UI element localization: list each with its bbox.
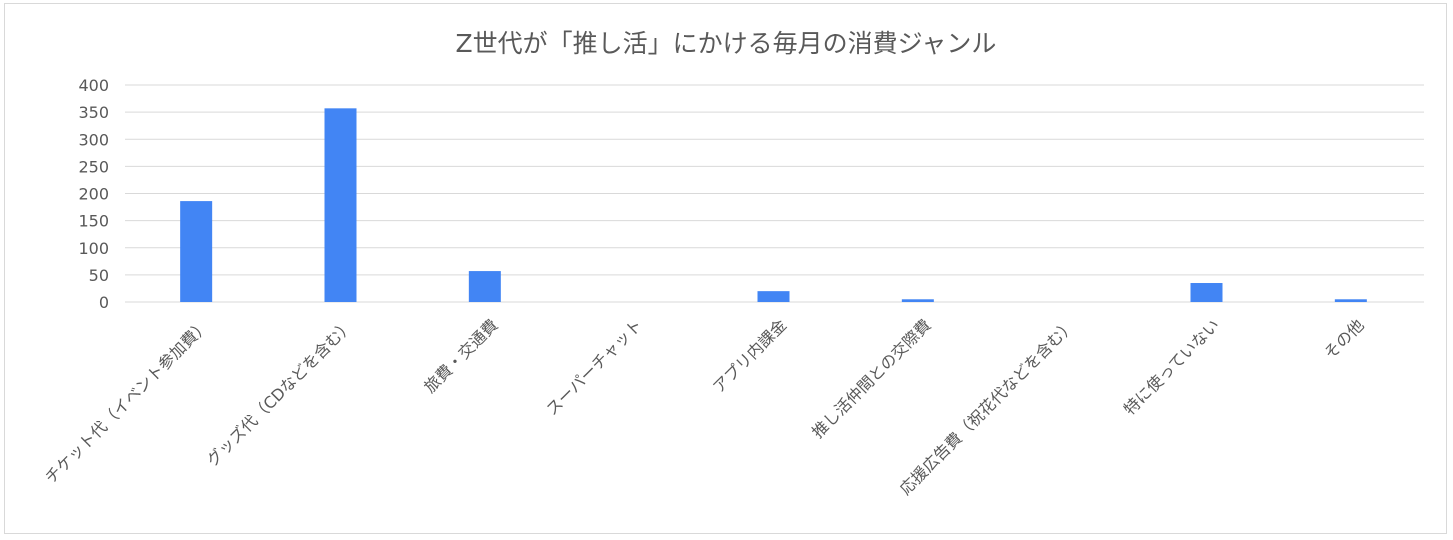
x-category-label: アプリ内課金	[709, 315, 790, 396]
bar	[901, 299, 934, 302]
chart-frame	[4, 3, 1447, 534]
bar	[324, 108, 357, 302]
y-tick-label: 250	[78, 157, 109, 176]
x-category-label: その他	[1320, 315, 1367, 362]
y-tick-label: 150	[78, 212, 109, 231]
bar	[757, 291, 790, 302]
y-tick-label: 350	[78, 103, 109, 122]
gridlines	[125, 84, 1424, 303]
x-category-label: 特に使っていない	[1120, 315, 1223, 418]
x-category-label: スーパーチャット	[542, 315, 646, 419]
x-category-label: 旅費・交通費	[420, 315, 501, 396]
bars	[180, 108, 1367, 302]
chart-title: Z世代が「推し活」にかける毎月の消費ジャンル	[456, 29, 997, 58]
y-tick-label: 50	[89, 266, 109, 285]
bar	[1334, 299, 1367, 302]
y-tick-label: 300	[78, 130, 109, 149]
x-category-label: グッズ代（CDなどを含む）	[203, 315, 358, 470]
bar	[180, 201, 213, 302]
x-category-label: チケット代（イベント参加費）	[41, 315, 213, 487]
y-tick-label: 100	[78, 239, 109, 258]
x-category-label: 応援広告費（祝花代などを含む）	[896, 315, 1079, 498]
x-category-label: 推し活仲間との交際費	[808, 315, 934, 441]
x-axis-labels: チケット代（イベント参加費）グッズ代（CDなどを含む） 旅費・交通費 スーパーチャッ…	[41, 315, 1368, 498]
bar	[1190, 283, 1223, 302]
y-tick-label: 0	[99, 293, 109, 312]
y-tick-label: 200	[78, 185, 109, 204]
bar	[468, 271, 501, 302]
y-tick-label: 400	[78, 76, 109, 95]
y-axis-ticks: 0 50 100 150 200 250 300 350 400	[78, 76, 109, 312]
